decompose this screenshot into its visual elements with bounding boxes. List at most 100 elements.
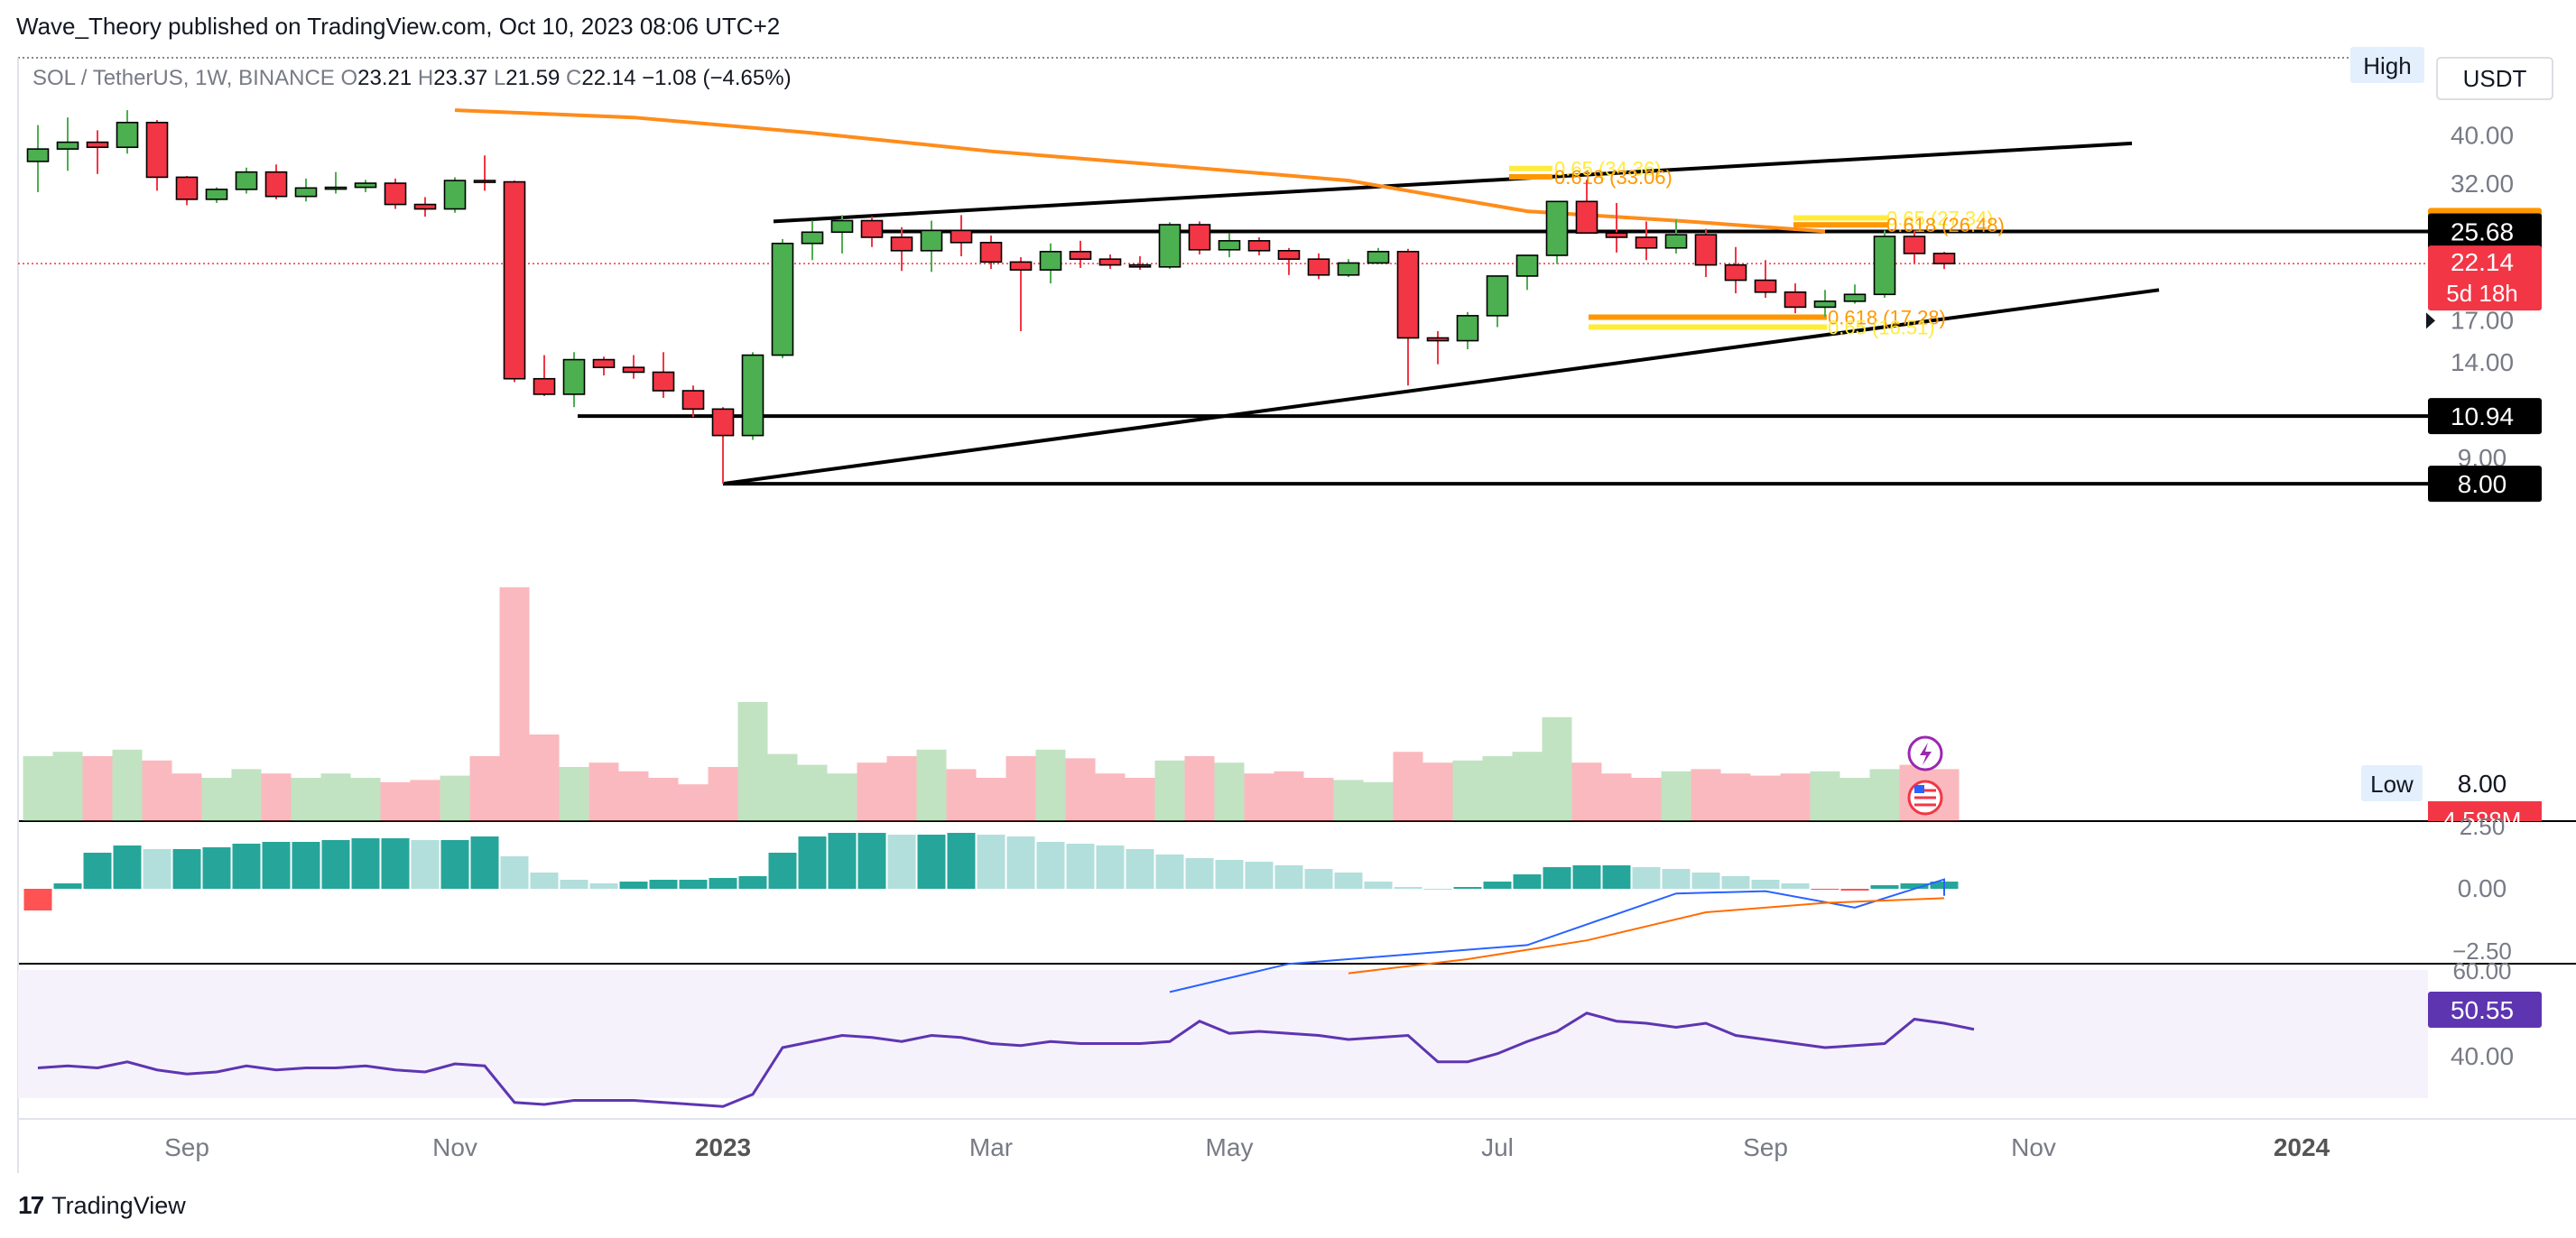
volume-bar [1184, 756, 1215, 821]
macd-histogram-bar [649, 880, 678, 889]
candle-body [1456, 315, 1479, 342]
macd-histogram-bar [1245, 862, 1274, 889]
volume-bar [1154, 760, 1185, 821]
macd-histogram-bar [292, 842, 320, 889]
candle-body [1486, 275, 1509, 317]
low-value: 8.00 [2458, 770, 2507, 798]
candle-body [920, 229, 943, 252]
fib-bar [1509, 165, 1552, 171]
volume-bar [618, 771, 649, 821]
macd-level: −2.50 [2452, 938, 2512, 965]
volume-bar [261, 773, 292, 821]
candle-body [741, 354, 764, 437]
support-badge-8-00 [2428, 466, 2542, 503]
macd-histogram-bar [1453, 887, 1482, 889]
volume-bar [380, 781, 411, 821]
volume-bar [1601, 773, 1632, 821]
candle-body [1932, 253, 1956, 264]
candle-body [711, 408, 735, 437]
candle-body [1277, 250, 1301, 260]
macd-histogram-bar [679, 880, 708, 889]
signal-line [1348, 897, 1945, 975]
macd-histogram-bar [1006, 836, 1035, 889]
low-label-box [2361, 765, 2423, 801]
support-badge-8-00-value: 8.00 [2458, 470, 2507, 498]
candle-body [443, 180, 467, 210]
candle-body [1664, 234, 1688, 249]
volume-bar [1095, 773, 1126, 821]
candle-body [830, 219, 854, 234]
macd-histogram-bar [381, 838, 410, 889]
macd-histogram-bar [1364, 882, 1393, 889]
fib-label: 0.618 (26.48) [1886, 214, 2005, 236]
candle-body [1903, 236, 1926, 254]
volume-bar [1005, 756, 1036, 821]
candle-body [1128, 263, 1152, 268]
volume-bar [946, 769, 977, 821]
symbol-name: SOL / TetherUS, 1W, BINANCE [32, 66, 340, 90]
macd-level: 2.50 [2460, 813, 2506, 840]
macd-histogram-bar [1781, 883, 1810, 889]
last-price-badge [2428, 245, 2542, 311]
macd-histogram-bar [411, 840, 440, 889]
volume-bar [440, 775, 470, 821]
macd-histogram-bar [1751, 880, 1780, 889]
last-price-badge-sub: 5d 18h [2446, 280, 2518, 307]
macd-histogram-bar [1036, 842, 1065, 889]
volume-bar [976, 778, 1006, 821]
candle-body [950, 229, 973, 244]
candle-body [1069, 251, 1092, 260]
macd-histogram-bar [1632, 867, 1661, 889]
macd-histogram-bar [1572, 865, 1601, 889]
volume-bar [1244, 773, 1274, 821]
macd-histogram-bar [1543, 867, 1571, 889]
candle-body [235, 171, 258, 190]
volume-bar [886, 756, 917, 821]
macd-histogram-bar [351, 838, 380, 889]
price-tick: 17.00 [2451, 306, 2514, 334]
time-label: Jul [1481, 1133, 1514, 1161]
time-label: May [1206, 1133, 1254, 1161]
macd-histogram-bar [947, 833, 976, 889]
volume-bar [1065, 758, 1096, 821]
volume-bar [1452, 760, 1483, 821]
candle-body [264, 171, 288, 198]
volume-bar [469, 756, 500, 821]
volume-bar [410, 780, 440, 821]
volume-bar [1214, 762, 1245, 821]
ohlc-value: 23.37 [433, 66, 494, 90]
time-label: 2023 [695, 1133, 751, 1161]
price-tick: 14.00 [2451, 348, 2514, 376]
candle-body [86, 141, 109, 149]
candle-body [1426, 337, 1450, 342]
macd-histogram-bar [1304, 869, 1333, 889]
candle-body [1367, 251, 1390, 264]
volume-bar [231, 769, 262, 821]
currency-button[interactable] [2436, 57, 2553, 100]
fib-bar [1589, 314, 1827, 320]
macd-histogram-bar [202, 847, 231, 889]
volume-bar [1720, 773, 1751, 821]
lower-trendline [722, 288, 2160, 486]
candle-body [1396, 251, 1420, 339]
macd-histogram-bar [440, 840, 469, 889]
volume-bar [23, 756, 53, 821]
candle-body [294, 187, 318, 198]
candle-body [205, 189, 228, 200]
macd-histogram-bar [500, 856, 529, 889]
volume-bar [1035, 749, 1066, 821]
candle-body [622, 366, 645, 374]
time-label: Nov [2011, 1133, 2056, 1161]
candle-body [1009, 261, 1033, 271]
macd-histogram-bar [83, 853, 112, 889]
macd-histogram-bar [530, 873, 559, 889]
volume-bar [1274, 771, 1304, 821]
macd-histogram-bar [1185, 858, 1214, 889]
volume-badge [2428, 801, 2542, 821]
fib-bar [1509, 173, 1552, 180]
rsi-badge [2428, 992, 2542, 1028]
candle-body [1545, 200, 1569, 256]
candle-body [1605, 232, 1628, 238]
candle-body [681, 390, 705, 411]
